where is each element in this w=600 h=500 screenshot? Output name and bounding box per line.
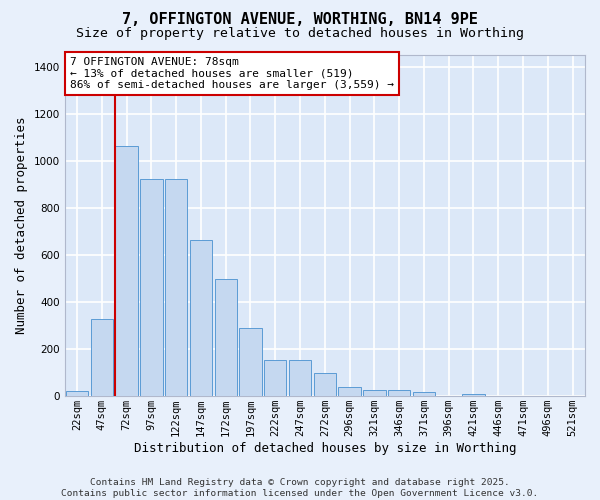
- Bar: [66, 392, 88, 396]
- Text: Contains HM Land Registry data © Crown copyright and database right 2025.
Contai: Contains HM Land Registry data © Crown c…: [61, 478, 539, 498]
- Bar: [239, 328, 262, 396]
- Bar: [140, 178, 163, 396]
- Bar: [165, 178, 187, 396]
- Bar: [264, 360, 286, 396]
- Bar: [463, 394, 485, 396]
- Bar: [338, 387, 361, 396]
- Bar: [388, 390, 410, 396]
- Bar: [91, 318, 113, 396]
- Bar: [413, 392, 435, 396]
- Bar: [115, 146, 138, 396]
- Bar: [190, 240, 212, 396]
- Bar: [363, 390, 386, 396]
- Bar: [215, 278, 237, 396]
- Bar: [314, 372, 336, 396]
- X-axis label: Distribution of detached houses by size in Worthing: Distribution of detached houses by size …: [134, 442, 516, 455]
- Text: 7 OFFINGTON AVENUE: 78sqm
← 13% of detached houses are smaller (519)
86% of semi: 7 OFFINGTON AVENUE: 78sqm ← 13% of detac…: [70, 56, 394, 90]
- Text: 7, OFFINGTON AVENUE, WORTHING, BN14 9PE: 7, OFFINGTON AVENUE, WORTHING, BN14 9PE: [122, 12, 478, 28]
- Text: Size of property relative to detached houses in Worthing: Size of property relative to detached ho…: [76, 28, 524, 40]
- Y-axis label: Number of detached properties: Number of detached properties: [15, 117, 28, 334]
- Bar: [289, 360, 311, 396]
